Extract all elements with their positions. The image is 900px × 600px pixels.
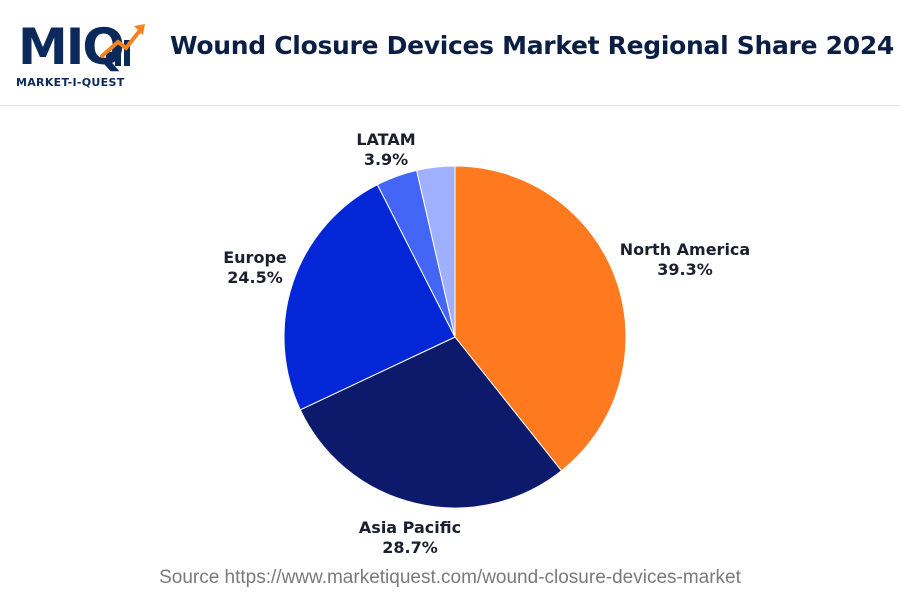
slice-label-name: LATAM	[356, 130, 415, 149]
header: MIQ MARKET-I-QUEST Wound Closure Devices…	[0, 0, 900, 106]
pie-slice-other	[416, 165, 456, 338]
pie-slice-europe	[283, 183, 456, 411]
source-caption: Source https://www.marketiquest.com/woun…	[159, 567, 741, 588]
slice-label-value: 24.5%	[227, 268, 283, 287]
header-divider	[0, 105, 900, 106]
slice-label-name: Europe	[223, 248, 287, 267]
slice-label-value: 3.9%	[364, 150, 408, 169]
pie-slice-north-america	[454, 165, 627, 472]
pie-slice-asia-pacific	[299, 336, 563, 509]
slice-label-value: 28.7%	[382, 538, 438, 557]
brand-logo[interactable]: MIQ MARKET-I-QUEST	[14, 8, 145, 94]
slice-label-name: North America	[620, 240, 750, 259]
pie-slices	[283, 165, 627, 509]
slice-label-name: Asia Pacific	[359, 518, 461, 537]
logo-subtitle: MARKET-I-QUEST	[16, 76, 125, 89]
page-title: Wound Closure Devices Market Regional Sh…	[170, 31, 895, 60]
growth-arrow-icon	[100, 24, 145, 66]
slice-label-value: 39.3%	[657, 260, 713, 279]
